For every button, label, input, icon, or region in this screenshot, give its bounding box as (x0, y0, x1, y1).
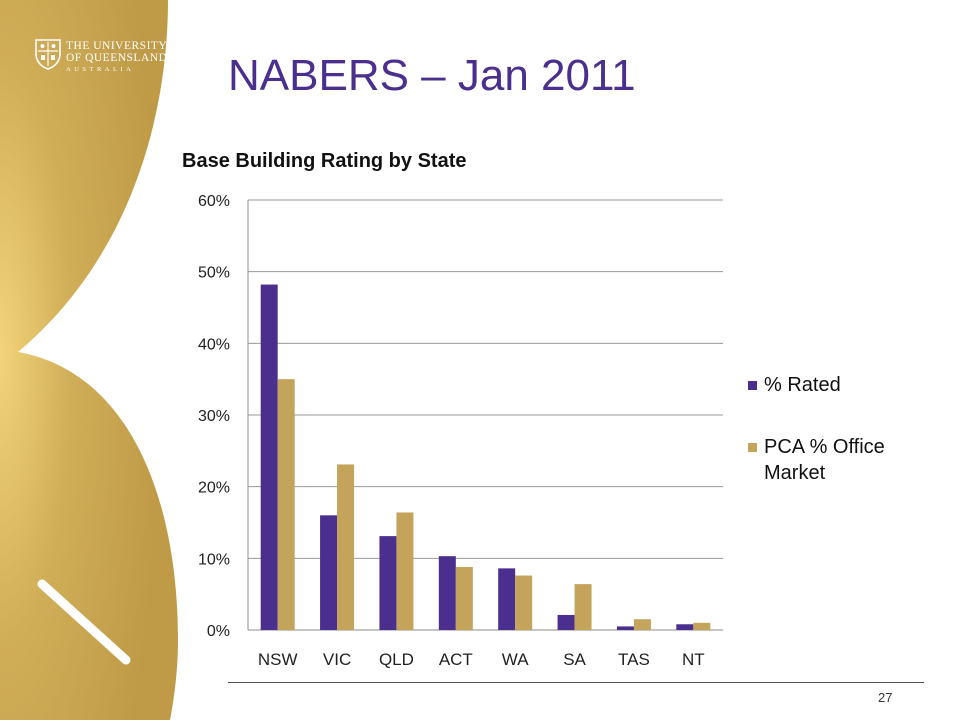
legend-swatch-pca-office-market (748, 443, 757, 452)
x-tick-label: QLD (379, 650, 414, 669)
bar-rated-nsw (260, 284, 278, 630)
bar-pca-office-market-nsw (277, 379, 295, 630)
x-tick-label: ACT (439, 650, 473, 669)
bar-pca-office-market-sa (574, 584, 592, 630)
y-tick-label: 20% (198, 480, 230, 497)
y-tick-label: 10% (198, 551, 230, 568)
bar-rated-wa (498, 568, 516, 630)
university-logo-text: THE UNIVERSITY OF QUEENSLAND AUSTRALIA (66, 40, 167, 73)
bar-pca-office-market-vic (337, 464, 355, 630)
x-tick-label: SA (563, 650, 586, 669)
bar-rated-sa (557, 614, 575, 630)
y-tick-label: 40% (198, 336, 230, 353)
logo-line-2: OF QUEENSLAND (66, 52, 168, 64)
x-tick-label: NSW (258, 650, 298, 669)
legend-swatch-rated (748, 381, 757, 390)
slide-title: NABERS – Jan 2011 (228, 51, 636, 100)
y-tick-label: 30% (198, 408, 230, 425)
bar-pca-office-market-tas (633, 619, 651, 630)
x-tick-label: NT (682, 650, 705, 669)
legend-label-pca-office-market: PCA % Office Market (764, 436, 885, 484)
legend-label-rated: % Rated (764, 374, 841, 396)
bar-pca-office-market-qld (396, 512, 414, 630)
x-tick-label: VIC (323, 650, 351, 669)
bar-rated-nt (676, 624, 694, 630)
logo-slash-mark (37, 579, 131, 665)
bar-rated-vic (320, 515, 338, 630)
university-crest-icon (34, 38, 62, 70)
bar-pca-office-market-nt (693, 622, 711, 630)
bar-rated-tas (616, 626, 634, 630)
bar-pca-office-market-act (455, 566, 473, 630)
bar-rated-qld (379, 536, 397, 630)
x-tick-label: TAS (618, 650, 650, 669)
page-number: 27 (878, 690, 893, 705)
bar-pca-office-market-wa (515, 575, 533, 630)
footer-divider (228, 682, 924, 683)
y-tick-label: 0% (207, 623, 230, 640)
x-tick-label: WA (502, 650, 529, 669)
logo-line-1: THE UNIVERSITY (66, 40, 168, 52)
bar-rated-act (438, 556, 456, 630)
y-tick-label: 50% (198, 265, 230, 282)
logo-line-3: AUSTRALIA (66, 66, 135, 73)
y-tick-label: 60% (198, 193, 230, 210)
chart-title: Base Building Rating by State (182, 150, 467, 172)
